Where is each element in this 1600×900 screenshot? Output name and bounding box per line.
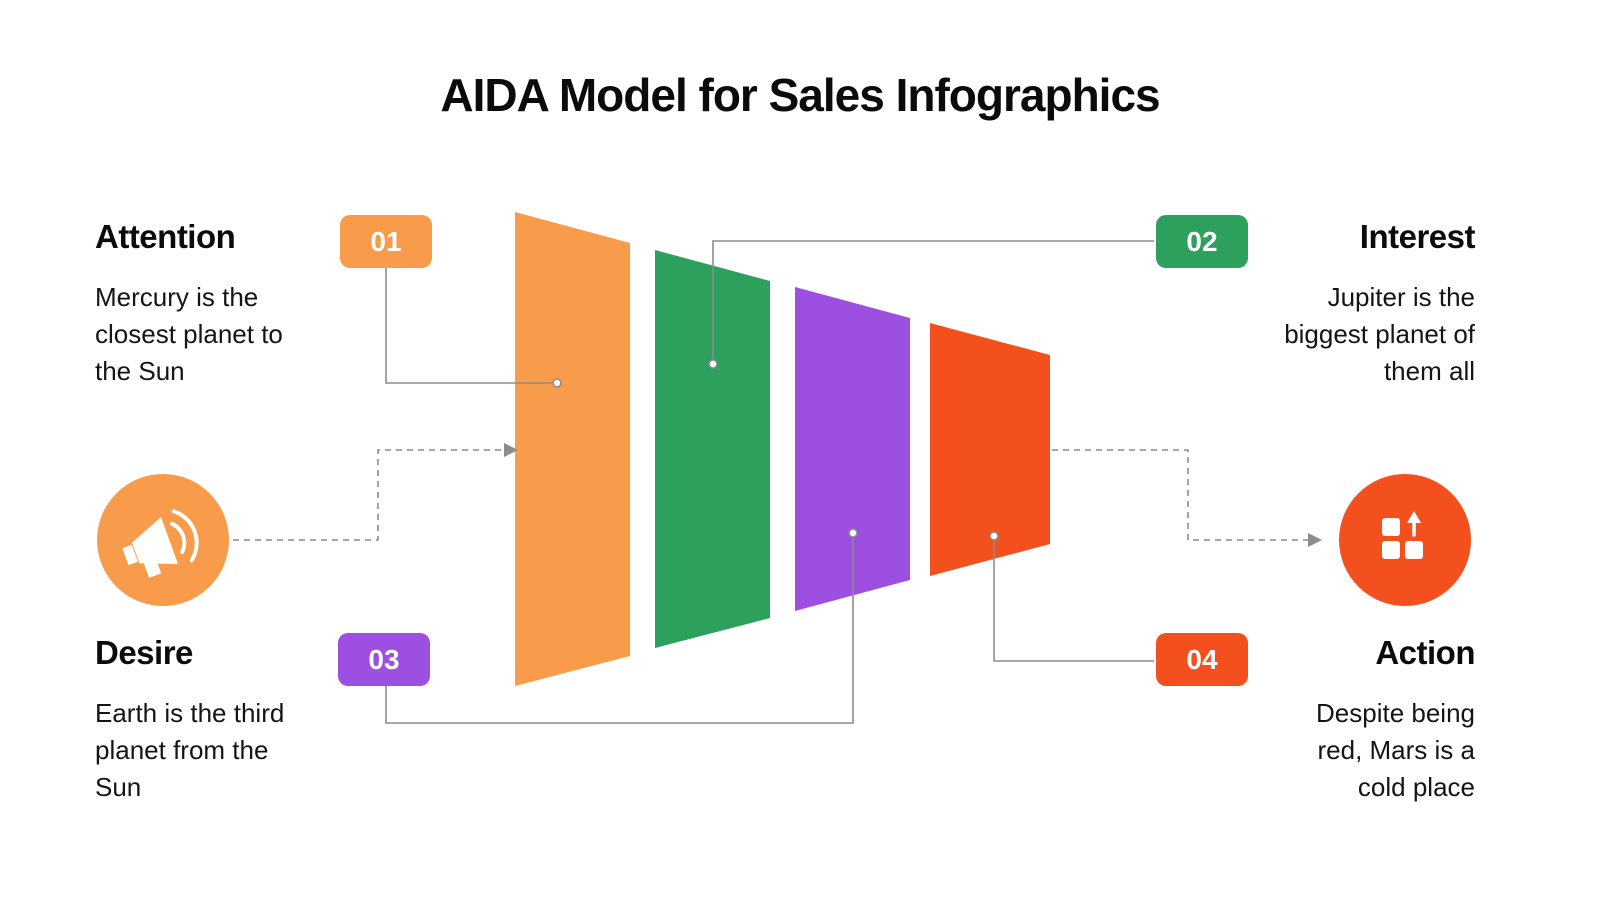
stage-description-interest: Jupiter is the biggest planet of them al… bbox=[1284, 282, 1475, 386]
dashed-flow-lines bbox=[233, 449, 1308, 541]
flow-line-left bbox=[233, 449, 504, 541]
badge-action: 04 bbox=[1156, 633, 1248, 686]
callout-line-02 bbox=[712, 240, 1154, 359]
callout-dot-04 bbox=[989, 531, 999, 541]
callout-dot-01 bbox=[552, 378, 562, 388]
callout-line-03 bbox=[385, 538, 854, 724]
page-title: AIDA Model for Sales Infographics bbox=[440, 69, 1160, 121]
boxes-upload-icon-circle bbox=[1339, 474, 1471, 606]
funnel-segment-action bbox=[930, 323, 1050, 576]
funnel-segment-desire bbox=[795, 287, 910, 611]
flow-arrowheads bbox=[504, 443, 1322, 547]
stage-label-action: Action bbox=[1375, 634, 1475, 671]
arrowhead-right-to-action-icon bbox=[1308, 533, 1322, 547]
flow-line-right bbox=[1052, 449, 1308, 541]
stage-description-action: Despite being red, Mars is a cold place bbox=[1316, 698, 1475, 802]
callout-lines bbox=[385, 240, 1154, 724]
callout-dot-03 bbox=[848, 528, 858, 538]
stage-description-desire: Earth is the third planet from the Sun bbox=[95, 698, 285, 802]
megaphone-icon-circle bbox=[97, 474, 229, 606]
callout-dots bbox=[552, 359, 999, 541]
badge-desire: 03 bbox=[338, 633, 430, 686]
stage-label-attention: Attention bbox=[95, 218, 236, 255]
boxes-upload-icon bbox=[1382, 511, 1423, 559]
stage-description-attention: Mercury is the closest planet to the Sun bbox=[95, 282, 283, 386]
stage-label-interest: Interest bbox=[1359, 218, 1476, 255]
stage-label-desire: Desire bbox=[95, 634, 193, 671]
callout-line-04 bbox=[993, 541, 1154, 662]
funnel-segment-interest bbox=[655, 250, 770, 648]
boxes-upload-circle bbox=[1339, 474, 1471, 606]
badge-interest: 02 bbox=[1156, 215, 1248, 268]
megaphone-icon bbox=[122, 509, 199, 578]
callout-dot-02 bbox=[708, 359, 718, 369]
arrowhead-right-into-funnel bbox=[504, 443, 518, 457]
callout-line-01 bbox=[385, 268, 552, 384]
funnel-segment-attention bbox=[515, 212, 630, 686]
badge-attention: 01 bbox=[340, 215, 432, 268]
funnel-segments bbox=[515, 212, 1050, 686]
